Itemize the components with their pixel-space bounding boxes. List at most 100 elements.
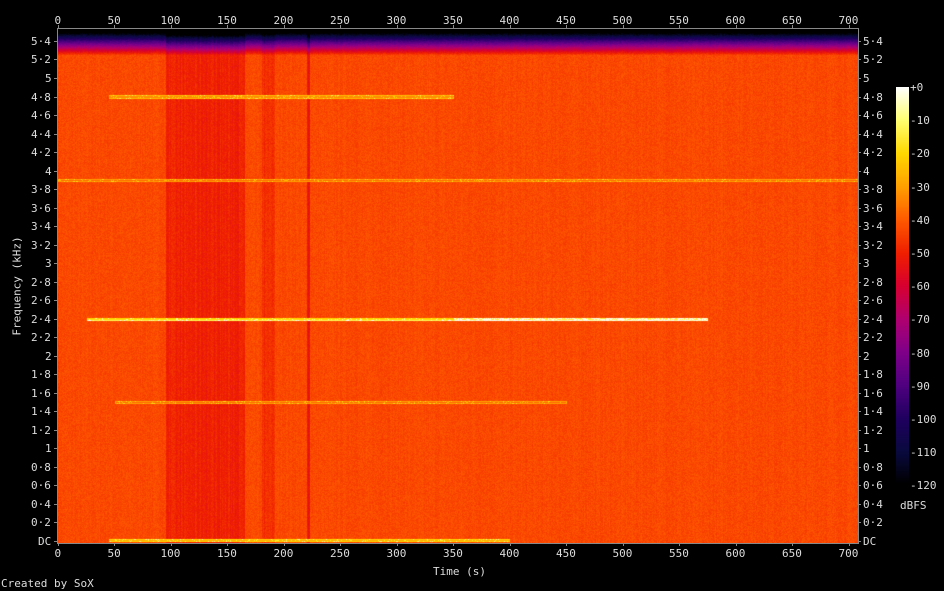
y-tick-label-right: 0·2 — [863, 516, 883, 530]
x-tick-label-bottom: 50 — [107, 547, 121, 560]
y-tick-label-left: 4·8 — [31, 90, 51, 104]
y-tick-label-right: 3 — [863, 257, 870, 271]
y-tick-mark — [858, 40, 861, 42]
x-axis-label: Time (s) — [433, 565, 486, 578]
y-tick-label-left: 2·4 — [31, 312, 51, 326]
colorbar-tick-label: +0 — [910, 81, 924, 94]
y-tick-mark — [858, 281, 861, 283]
y-tick-mark — [858, 522, 861, 524]
y-tick-label-left: 2·6 — [31, 294, 51, 308]
y-tick-label-left: 1·4 — [31, 405, 51, 419]
y-tick-label-left: 0·2 — [31, 516, 51, 530]
y-tick-label-left: 4·2 — [31, 146, 51, 160]
x-tick-label-top: 300 — [386, 14, 407, 27]
x-tick-label-top: 600 — [725, 14, 746, 27]
y-tick-mark — [858, 115, 861, 117]
y-tick-label-right: 1·4 — [863, 405, 883, 419]
x-tick-label-bottom: 650 — [781, 547, 802, 560]
x-tick-label-bottom: 600 — [725, 547, 746, 560]
y-tick-mark — [54, 392, 57, 394]
y-tick-mark — [54, 133, 57, 135]
x-tick-label-top: 400 — [499, 14, 520, 27]
x-tick-label-bottom: 500 — [612, 547, 633, 560]
x-tick-label-bottom: 550 — [668, 547, 689, 560]
y-tick-label-right: 5 — [863, 72, 870, 85]
y-tick-label-right: 4·4 — [863, 127, 883, 141]
colorbar-tick-label: -20 — [910, 147, 930, 161]
x-tick-label-bottom: 350 — [442, 547, 463, 560]
credit-text: Created by SoX — [1, 577, 94, 590]
y-tick-label-right: 1·8 — [863, 368, 883, 382]
y-tick-label-right: 1·6 — [863, 386, 883, 400]
y-tick-label-right: 5·2 — [863, 53, 883, 67]
y-tick-label-left: 3 — [45, 257, 52, 271]
y-tick-label-right: 2·8 — [863, 275, 883, 289]
colorbar-tick-label: -100 — [910, 413, 937, 426]
y-tick-mark — [54, 189, 57, 191]
colorbar-tick-label: -30 — [910, 180, 930, 194]
x-tick-mark — [679, 543, 681, 546]
y-tick-mark — [54, 115, 57, 117]
x-tick-label-top: 450 — [555, 14, 576, 27]
x-tick-mark — [509, 543, 511, 546]
y-tick-label-left: 3·8 — [31, 183, 51, 197]
y-tick-mark — [54, 59, 57, 61]
y-tick-mark — [858, 485, 861, 487]
x-tick-mark — [453, 543, 455, 546]
y-tick-label-left: 5·4 — [31, 34, 51, 48]
y-tick-mark — [858, 78, 861, 79]
y-tick-mark — [54, 429, 57, 431]
y-tick-mark — [858, 244, 861, 246]
x-tick-mark — [58, 543, 59, 546]
y-tick-mark — [54, 411, 57, 413]
y-tick-label-right: 5·4 — [863, 34, 883, 48]
x-tick-label-bottom: 400 — [499, 547, 520, 560]
y-tick-mark — [858, 541, 861, 542]
x-tick-label-top: 100 — [160, 14, 181, 27]
y-tick-label-left: DC — [38, 535, 52, 548]
y-tick-label-left: 5·2 — [31, 53, 51, 67]
x-tick-mark — [340, 25, 342, 28]
x-tick-mark — [283, 543, 285, 546]
x-tick-label-top: 150 — [216, 14, 237, 27]
colorbar-tick-label: -70 — [910, 313, 930, 327]
x-tick-label-top: 250 — [329, 14, 350, 27]
y-tick-mark — [54, 337, 57, 339]
x-tick-mark — [679, 25, 681, 28]
colorbar-tick-label: -10 — [910, 114, 930, 128]
spectrogram-plot — [58, 29, 858, 543]
y-tick-mark — [858, 300, 861, 302]
x-tick-label-bottom: 200 — [273, 547, 294, 560]
y-tick-label-left: 4·6 — [31, 109, 51, 123]
x-tick-mark — [58, 25, 59, 28]
y-tick-mark — [54, 78, 57, 79]
x-tick-mark — [792, 25, 794, 28]
y-tick-label-right: 2 — [863, 349, 870, 363]
y-tick-mark — [858, 207, 861, 209]
y-tick-mark — [54, 40, 57, 42]
y-tick-mark — [54, 170, 57, 172]
y-tick-mark — [54, 355, 57, 357]
y-tick-mark — [858, 133, 861, 135]
y-tick-mark — [54, 466, 57, 468]
y-tick-label-right: 1·2 — [863, 423, 883, 437]
y-tick-mark — [858, 466, 861, 468]
x-tick-label-top: 350 — [442, 14, 463, 27]
x-tick-mark — [283, 25, 285, 28]
colorbar-tick-label: -80 — [910, 346, 930, 360]
y-tick-label-right: 3·8 — [863, 183, 883, 197]
y-tick-mark — [858, 337, 861, 339]
x-tick-mark — [509, 25, 511, 28]
x-tick-mark — [453, 25, 455, 28]
y-tick-mark — [54, 263, 57, 265]
x-tick-mark — [848, 543, 850, 546]
colorbar — [896, 87, 909, 485]
x-tick-label-bottom: 450 — [555, 547, 576, 560]
y-tick-mark — [858, 170, 861, 172]
colorbar-tick-label: -50 — [910, 247, 930, 260]
x-tick-mark — [114, 25, 116, 28]
y-tick-label-right: DC — [863, 535, 877, 548]
y-tick-label-right: 4·2 — [863, 146, 883, 160]
y-tick-label-left: 3·2 — [31, 238, 51, 252]
x-tick-label-bottom: 250 — [329, 547, 350, 560]
